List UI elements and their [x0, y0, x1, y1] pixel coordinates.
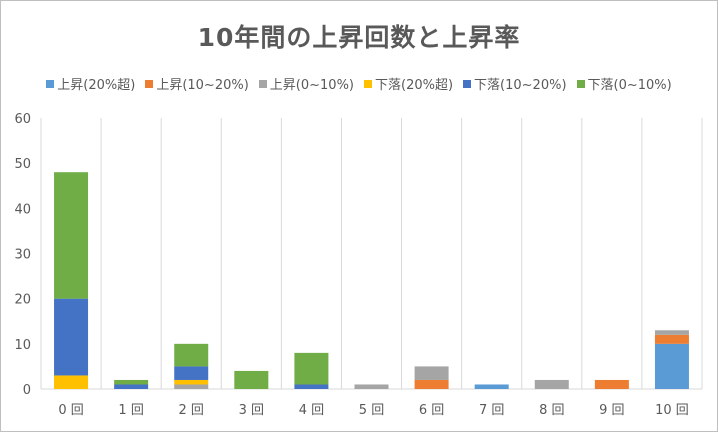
legend-item: 下落(20%超) — [364, 74, 453, 93]
legend-item: 下落(10~20%) — [463, 74, 567, 93]
x-tick-label: 3 回 — [239, 403, 264, 418]
y-tick-label: 50 — [14, 157, 31, 172]
bar-segment — [234, 370, 269, 389]
x-tick-label: 4 回 — [299, 403, 324, 418]
legend-label: 上昇(0~10%) — [269, 78, 354, 93]
x-tick-label: 10 回 — [655, 403, 689, 418]
y-tick-label: 40 — [14, 202, 31, 217]
bar-segment — [654, 330, 689, 335]
x-tick-label: 8 回 — [539, 403, 564, 418]
bar-segment — [114, 379, 149, 385]
bar-segment — [354, 384, 389, 389]
legend-swatch — [46, 79, 55, 88]
bar-segment — [594, 379, 629, 389]
x-tick-label: 7 回 — [479, 403, 504, 418]
x-tick-label: 9 回 — [599, 403, 624, 418]
bar-segment — [534, 379, 569, 389]
y-tick-label: 0 — [23, 383, 31, 398]
legend-swatch — [364, 79, 372, 88]
chart-title: 10年間の上昇回数と上昇率 — [197, 23, 521, 52]
bar-segment — [174, 379, 209, 385]
bar-segment — [294, 384, 329, 389]
legend-label: 上昇(10~20%) — [156, 78, 249, 93]
x-tick-label: 0 回 — [58, 403, 83, 418]
legend-swatch — [145, 79, 154, 88]
legend-item: 上昇(0~10%) — [258, 74, 354, 93]
legend-swatch — [463, 79, 472, 88]
legend-label: 下落(0~10%) — [587, 78, 672, 93]
bar-segment — [54, 375, 89, 389]
bar-segment — [114, 384, 149, 389]
x-tick-label: 6 回 — [419, 403, 444, 418]
bar-segment — [474, 384, 509, 389]
bar-segment — [174, 384, 209, 389]
x-tick-label: 2 回 — [179, 403, 204, 418]
legend-label: 上昇(20%超) — [57, 78, 136, 93]
legend-swatch — [576, 79, 585, 88]
bar-segment — [654, 343, 689, 389]
legend-item: 下落(0~10%) — [576, 74, 672, 93]
bar-segment — [54, 172, 89, 299]
legend-item: 上昇(10~20%) — [145, 74, 249, 93]
y-tick-label: 20 — [14, 293, 31, 308]
legend-item: 上昇(20%超) — [46, 74, 135, 93]
bar-segment — [294, 352, 329, 385]
legend-swatch — [258, 79, 267, 88]
bar-segment — [54, 298, 89, 376]
bar-segment — [414, 379, 449, 389]
x-tick-label: 5 回 — [359, 403, 384, 418]
bar-segment — [414, 366, 449, 380]
y-tick-label: 10 — [14, 338, 31, 353]
y-tick-label: 30 — [14, 248, 31, 263]
legend-label: 下落(20%超) — [375, 78, 454, 93]
bar-segment — [654, 334, 689, 344]
legend-label: 下落(10~20%) — [474, 78, 567, 93]
bar-segment — [174, 343, 209, 367]
x-tick-label: 1 回 — [118, 403, 143, 418]
y-tick-label: 60 — [14, 112, 31, 127]
legend: 上昇(20%超) 上昇(10~20%) 上昇(0~10%) 下落(20%超) 下落(10… — [0, 74, 718, 93]
bar-segment — [174, 366, 209, 380]
